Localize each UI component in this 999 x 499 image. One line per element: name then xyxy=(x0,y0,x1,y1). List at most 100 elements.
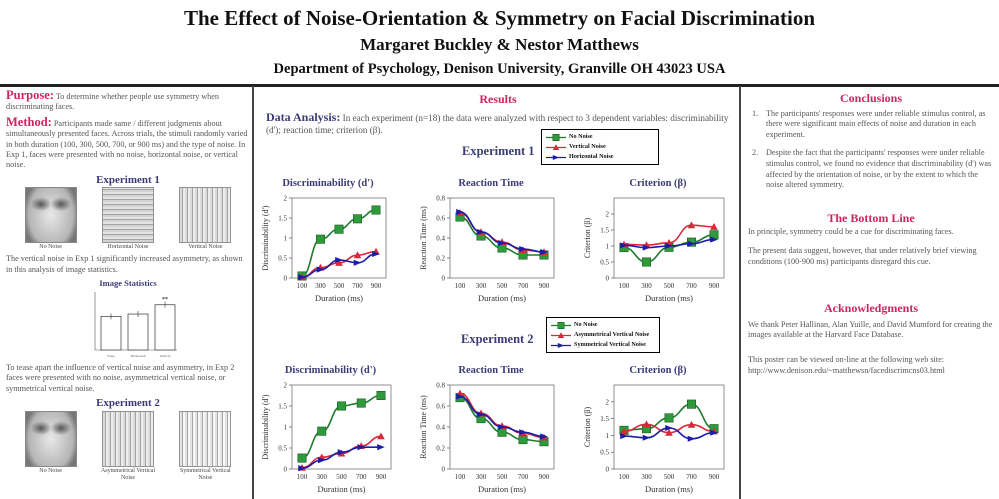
legend-label: No Noise xyxy=(569,133,593,140)
data-point-square xyxy=(297,453,307,463)
bar-label: None xyxy=(107,354,115,358)
image-stat-bar xyxy=(127,313,149,351)
data-point-arrow xyxy=(498,239,506,247)
y-axis-label: Reaction Time (ms) xyxy=(419,395,428,459)
poster-url-link[interactable]: http://www.denison.edu/~matthewsn/facedi… xyxy=(748,365,945,375)
data-point-square xyxy=(317,426,327,436)
y-tick-label: 0.5 xyxy=(600,259,609,267)
y-tick-label: 1 xyxy=(606,432,610,440)
x-tick-label: 300 xyxy=(476,282,487,290)
y-axis-label: Criterion (β) xyxy=(583,218,592,259)
exp2-criterion-chart: Criterion (β) 0 0.5 1 1.5 2 100 300 500 700 900 Dur… xyxy=(580,365,736,499)
exp2-reaction-time-chart: Reaction Time 0 0.2 0.4 0.6 0.8 100 300 500 700 90… xyxy=(416,365,566,499)
x-tick-label: 100 xyxy=(619,473,630,481)
poster-title: The Effect of Noise-Orientation & Symmet… xyxy=(183,6,816,30)
x-tick-label: 300 xyxy=(476,473,487,481)
x-tick-label: 700 xyxy=(686,473,697,481)
series-no-noise xyxy=(297,205,381,281)
face-item: Horizontal Noise xyxy=(98,187,158,251)
x-tick-label: 100 xyxy=(297,282,308,290)
x-tick-label: 900 xyxy=(371,282,382,290)
data-point-triangle xyxy=(710,223,718,230)
data-point-arrow xyxy=(687,240,696,247)
data-point-arrow xyxy=(357,444,366,451)
legend-label: No Noise xyxy=(574,321,598,328)
series-horizontal-noise xyxy=(456,208,548,256)
data-point-arrow xyxy=(317,457,326,464)
legend-arrow-marker-icon xyxy=(551,341,571,350)
y-tick-label: 1.5 xyxy=(278,403,287,411)
x-tick-label: 700 xyxy=(686,282,697,290)
data-point-triangle xyxy=(353,251,362,259)
y-tick-label: 0 xyxy=(284,275,288,283)
data-point-square xyxy=(376,391,386,400)
data-point-arrow xyxy=(552,154,560,160)
series-no-noise xyxy=(297,391,386,463)
data-point-arrow xyxy=(298,274,306,281)
legend-square-marker-icon xyxy=(551,321,571,330)
y-tick-label: 1.5 xyxy=(278,215,287,223)
face-caption: Asymmetrical Vertical Noise xyxy=(100,467,155,481)
y-tick-label: 0.5 xyxy=(278,255,287,263)
data-point-square xyxy=(371,205,381,215)
legend-triangle-marker-icon xyxy=(551,331,571,340)
exp1-stimuli-heading: Experiment 1 xyxy=(96,173,160,186)
face-horizontal-noise-image xyxy=(101,187,154,244)
legend-entry-no-noise: No Noise xyxy=(551,320,655,330)
data-point-arrow xyxy=(353,259,362,266)
axes-frame xyxy=(449,197,555,279)
face-item: No Noise xyxy=(21,187,81,251)
y-tick-label: 0.2 xyxy=(436,445,445,453)
legend-square-marker-icon xyxy=(546,133,566,142)
data-point-arrow xyxy=(540,433,548,440)
y-axis-label: Reaction Time (ms) xyxy=(419,206,428,270)
chart-plot-area: 0 0.5 1 1.5 2 100 300 500 700 900 Duration (ms) Cri… xyxy=(583,384,725,494)
series-asymmetrical-vertical-noise xyxy=(620,420,718,436)
data-analysis-text: Data Analysis: In each experiment (n=18)… xyxy=(266,111,731,136)
chart-title: Discriminability (d') xyxy=(284,365,377,376)
conclusion-number: 2. xyxy=(752,148,759,158)
data-point-arrow xyxy=(620,242,628,249)
y-axis-label: Discriminability (d') xyxy=(261,394,270,460)
conclusions-heading: Conclusions xyxy=(839,91,903,105)
poster-header: The Effect of Noise-Orientation & Symmet… xyxy=(0,0,999,87)
x-tick-label: 500 xyxy=(334,282,345,290)
data-point-square xyxy=(337,401,347,411)
x-tick-label: 700 xyxy=(518,473,529,481)
face-no-noise-image xyxy=(24,187,77,244)
y-tick-label: 1 xyxy=(284,424,288,432)
y-tick-label: 2 xyxy=(606,211,610,219)
data-analysis-body: In each experiment (n=18) the data were … xyxy=(266,113,729,135)
y-tick-label: 0.6 xyxy=(436,403,445,411)
exp2-discriminability-chart: Discriminability (d') 0 0.5 1 1.5 2 100 300 500 7… xyxy=(258,365,403,499)
x-tick-label: 700 xyxy=(518,282,529,290)
y-tick-label: 2 xyxy=(284,195,288,203)
exp1-criterion-chart: Criterion (β) 0 0.5 1 1.5 2 100 300 500 700 900 Dur… xyxy=(580,178,736,308)
y-tick-label: 0 xyxy=(606,466,610,474)
axes-frame xyxy=(613,197,725,279)
exp1-reaction-time-chart: Reaction Time 0 0.2 0.4 0.6 0.8 100 300 500 700 90… xyxy=(416,178,566,308)
purpose-text: To determine whether people use symmetry… xyxy=(6,92,219,112)
legend-entry-symmetrical-noise: Symmetrical Vertical Noise xyxy=(551,340,655,350)
x-tick-label: 500 xyxy=(336,473,347,481)
x-tick-label: 100 xyxy=(455,282,466,290)
chart-title: Criterion (β) xyxy=(629,365,687,376)
exp2-stimuli-heading: Experiment 2 xyxy=(96,397,160,410)
x-tick-label: 300 xyxy=(315,282,326,290)
x-tick-label: 900 xyxy=(539,282,550,290)
y-tick-label: 2 xyxy=(284,382,288,390)
data-point-square xyxy=(641,257,651,267)
legend-triangle-marker-icon xyxy=(546,143,566,152)
series-symmetrical-vertical-noise xyxy=(298,444,385,472)
bar-label: Vertical xyxy=(160,354,171,358)
y-tick-label: 0.4 xyxy=(436,235,445,243)
chart-plot-area: 0 0.5 1 1.5 2 100 300 500 700 900 Duration (ms) Dis… xyxy=(261,195,387,303)
conclusion-text: Despite the fact that the participants' … xyxy=(766,148,992,190)
x-tick-label: 700 xyxy=(352,282,363,290)
x-axis-label: Duration (ms) xyxy=(645,484,693,494)
data-point-square xyxy=(687,237,697,247)
data-point-triangle xyxy=(552,143,560,150)
y-tick-label: 1 xyxy=(606,243,610,251)
acknowledgments-text: We thank Peter Hallinan, Alan Yuille, an… xyxy=(748,319,993,340)
bottom-line-text: The present data suggest, however, that … xyxy=(748,245,977,266)
